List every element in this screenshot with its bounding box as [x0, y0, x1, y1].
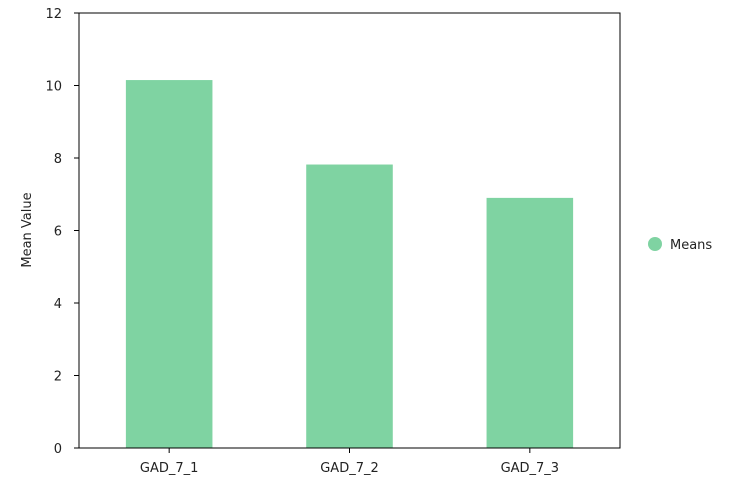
y-tick-label: 12	[45, 7, 62, 22]
y-tick-label: 2	[54, 370, 62, 385]
x-tick-label: GAD_7_3	[501, 461, 560, 476]
bars-layer	[125, 80, 574, 448]
y-tick-label: 8	[54, 152, 62, 167]
x-axis: GAD_7_1 GAD_7_2 GAD_7_3	[140, 448, 559, 476]
bar-gad-7-1	[125, 80, 213, 448]
y-axis-title: Mean Value	[20, 192, 35, 267]
y-tick-label: 0	[54, 442, 62, 457]
y-axis: 0 2 4 6 8 10 12	[45, 7, 79, 457]
y-tick-label: 10	[45, 80, 62, 95]
legend-marker-means	[648, 237, 662, 251]
x-tick-label: GAD_7_1	[140, 461, 199, 476]
legend-label-means: Means	[670, 238, 712, 253]
bar-gad-7-2	[306, 164, 393, 448]
x-tick-label: GAD_7_2	[320, 461, 379, 476]
legend: Means	[648, 237, 712, 253]
y-tick-label: 4	[54, 297, 62, 312]
y-tick-label: 6	[54, 225, 62, 240]
bar-gad-7-3	[486, 197, 574, 448]
